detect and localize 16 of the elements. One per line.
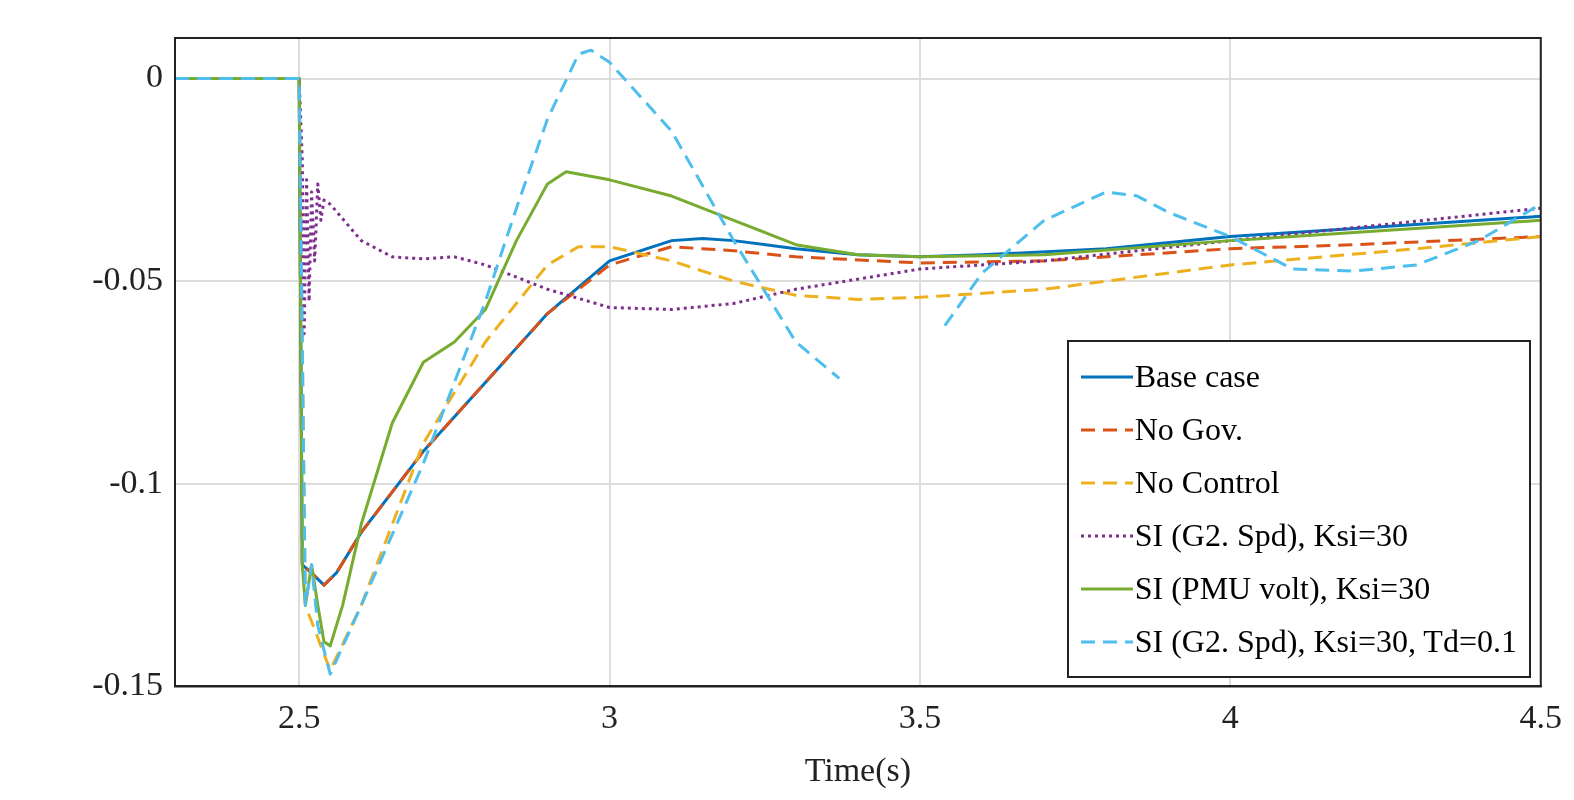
legend-label: SI (G2. Spd), Ksi=30, Td=0.1 bbox=[1134, 623, 1517, 661]
y-tick-label: 0 bbox=[146, 57, 163, 95]
legend-label: SI (G2. Spd), Ksi=30 bbox=[1134, 517, 1408, 555]
legend-label: No Control bbox=[1134, 464, 1280, 502]
y-tick-label: -0.15 bbox=[92, 665, 163, 703]
legend-label: SI (PMU volt), Ksi=30 bbox=[1134, 570, 1431, 608]
legend-label: Base case bbox=[1134, 358, 1261, 396]
y-tick-label: -0.05 bbox=[92, 260, 163, 298]
y-tick-label: -0.1 bbox=[109, 462, 163, 500]
x-tick-label: 4.5 bbox=[1519, 697, 1562, 735]
x-axis-title: Time(s) bbox=[804, 750, 912, 789]
x-tick-label: 3.5 bbox=[898, 697, 942, 735]
x-tick-label: 4 bbox=[1221, 697, 1239, 735]
x-tick-label: 2.5 bbox=[277, 697, 321, 735]
legend-label: No Gov. bbox=[1134, 411, 1243, 449]
x-tick-label: 3 bbox=[601, 697, 619, 735]
